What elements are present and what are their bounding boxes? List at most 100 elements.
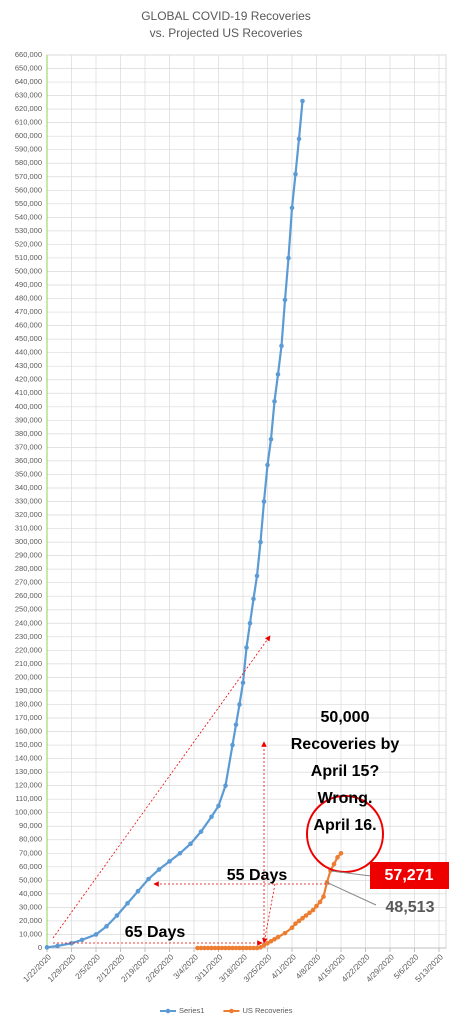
legend-marker [165, 1008, 171, 1014]
y-tick-label: 460,000 [15, 321, 42, 330]
y-tick-label: 220,000 [15, 645, 42, 654]
y-tick-label: 240,000 [15, 618, 42, 627]
point [289, 205, 295, 211]
chart-subtitle: vs. Projected US Recoveries [150, 26, 303, 40]
point [198, 945, 204, 951]
legend-marker [229, 1008, 234, 1014]
y-tick-label: 470,000 [15, 307, 42, 316]
point [296, 136, 302, 142]
y-tick-label: 650,000 [15, 64, 42, 73]
point [272, 936, 277, 942]
point [114, 913, 120, 918]
annotation: 50,000 [321, 709, 370, 726]
point [240, 945, 246, 951]
point [251, 945, 256, 951]
point [198, 829, 204, 834]
legend-label: US Recoveries [242, 1006, 292, 1015]
point [44, 945, 50, 950]
point [104, 924, 109, 929]
y-tick-label: 450,000 [15, 334, 42, 343]
grid [46, 54, 447, 952]
y-tick-label: 250,000 [15, 605, 42, 614]
point [279, 343, 284, 349]
point [258, 539, 263, 545]
y-tick-label: 570,000 [15, 172, 42, 181]
point [233, 945, 239, 951]
y-tick-label: 200,000 [15, 672, 42, 681]
annotation: April 16. [313, 817, 376, 834]
y-tick-label: 30,000 [19, 902, 42, 911]
point [247, 945, 253, 951]
y-tick-label: 130,000 [15, 767, 42, 776]
y-tick-label: 380,000 [15, 429, 42, 438]
point [268, 938, 274, 944]
y-tick-label: 20,000 [19, 916, 42, 925]
label-box [370, 862, 449, 889]
y-tick-label: 410,000 [15, 388, 42, 397]
point [314, 903, 319, 909]
arrow [52, 635, 271, 939]
arrows [52, 635, 330, 946]
y-tick-label: 180,000 [15, 699, 42, 708]
y-tick-label: 490,000 [15, 280, 42, 289]
legend-label: Series1 [179, 1006, 204, 1015]
y-tick-label: 620,000 [15, 104, 42, 113]
point [310, 907, 316, 913]
point [317, 899, 323, 905]
y-tick-label: 300,000 [15, 537, 42, 546]
point [93, 932, 99, 937]
point [293, 921, 298, 926]
point [205, 945, 211, 951]
y-tick-label: 140,000 [15, 754, 42, 763]
point [146, 876, 151, 882]
point [237, 702, 242, 707]
point [226, 945, 232, 951]
y-tick-label: 350,000 [15, 469, 42, 478]
point [286, 255, 291, 261]
point [156, 867, 162, 872]
point [293, 171, 298, 177]
y-tick-label: 50,000 [19, 875, 42, 884]
point [244, 945, 249, 951]
y-tick-label: 150,000 [15, 740, 42, 749]
y-tick-label: 610,000 [15, 118, 42, 127]
y-tick-label: 90,000 [19, 821, 42, 830]
point [307, 910, 312, 916]
point [247, 620, 253, 626]
y-tick-label: 500,000 [15, 266, 42, 275]
point [331, 861, 337, 867]
point [282, 297, 288, 303]
point [321, 894, 326, 899]
y-tick-label: 600,000 [15, 131, 42, 140]
y-tick-label: 520,000 [15, 239, 42, 248]
highlight-circle [306, 795, 384, 873]
point [338, 850, 344, 856]
point [237, 945, 242, 951]
point [219, 945, 225, 951]
y-tick-label: 390,000 [15, 415, 42, 424]
y-tick-label: 160,000 [15, 726, 42, 735]
point [265, 462, 270, 468]
point [223, 783, 228, 788]
y-tick-label: 100,000 [15, 808, 42, 817]
y-tick-label: 60,000 [19, 862, 42, 871]
y-tick-label: 290,000 [15, 551, 42, 560]
y-tick-label: 260,000 [15, 591, 42, 600]
point [275, 372, 281, 377]
y-tick-label: 360,000 [15, 456, 42, 465]
y-tick-label: 370,000 [15, 442, 42, 451]
point [167, 859, 172, 864]
y-tick-label: 280,000 [15, 564, 42, 573]
annotation: 48,513 [386, 899, 435, 916]
y-tick-label: 330,000 [15, 496, 42, 505]
point [177, 850, 183, 856]
y-tick-label: 120,000 [15, 781, 42, 790]
y-tick-label: 480,000 [15, 294, 42, 303]
y-tick-label: 430,000 [15, 361, 42, 370]
point [254, 573, 260, 579]
y-tick-label: 420,000 [15, 375, 42, 384]
leader-line [325, 881, 377, 906]
point [258, 945, 263, 950]
point [296, 918, 302, 924]
